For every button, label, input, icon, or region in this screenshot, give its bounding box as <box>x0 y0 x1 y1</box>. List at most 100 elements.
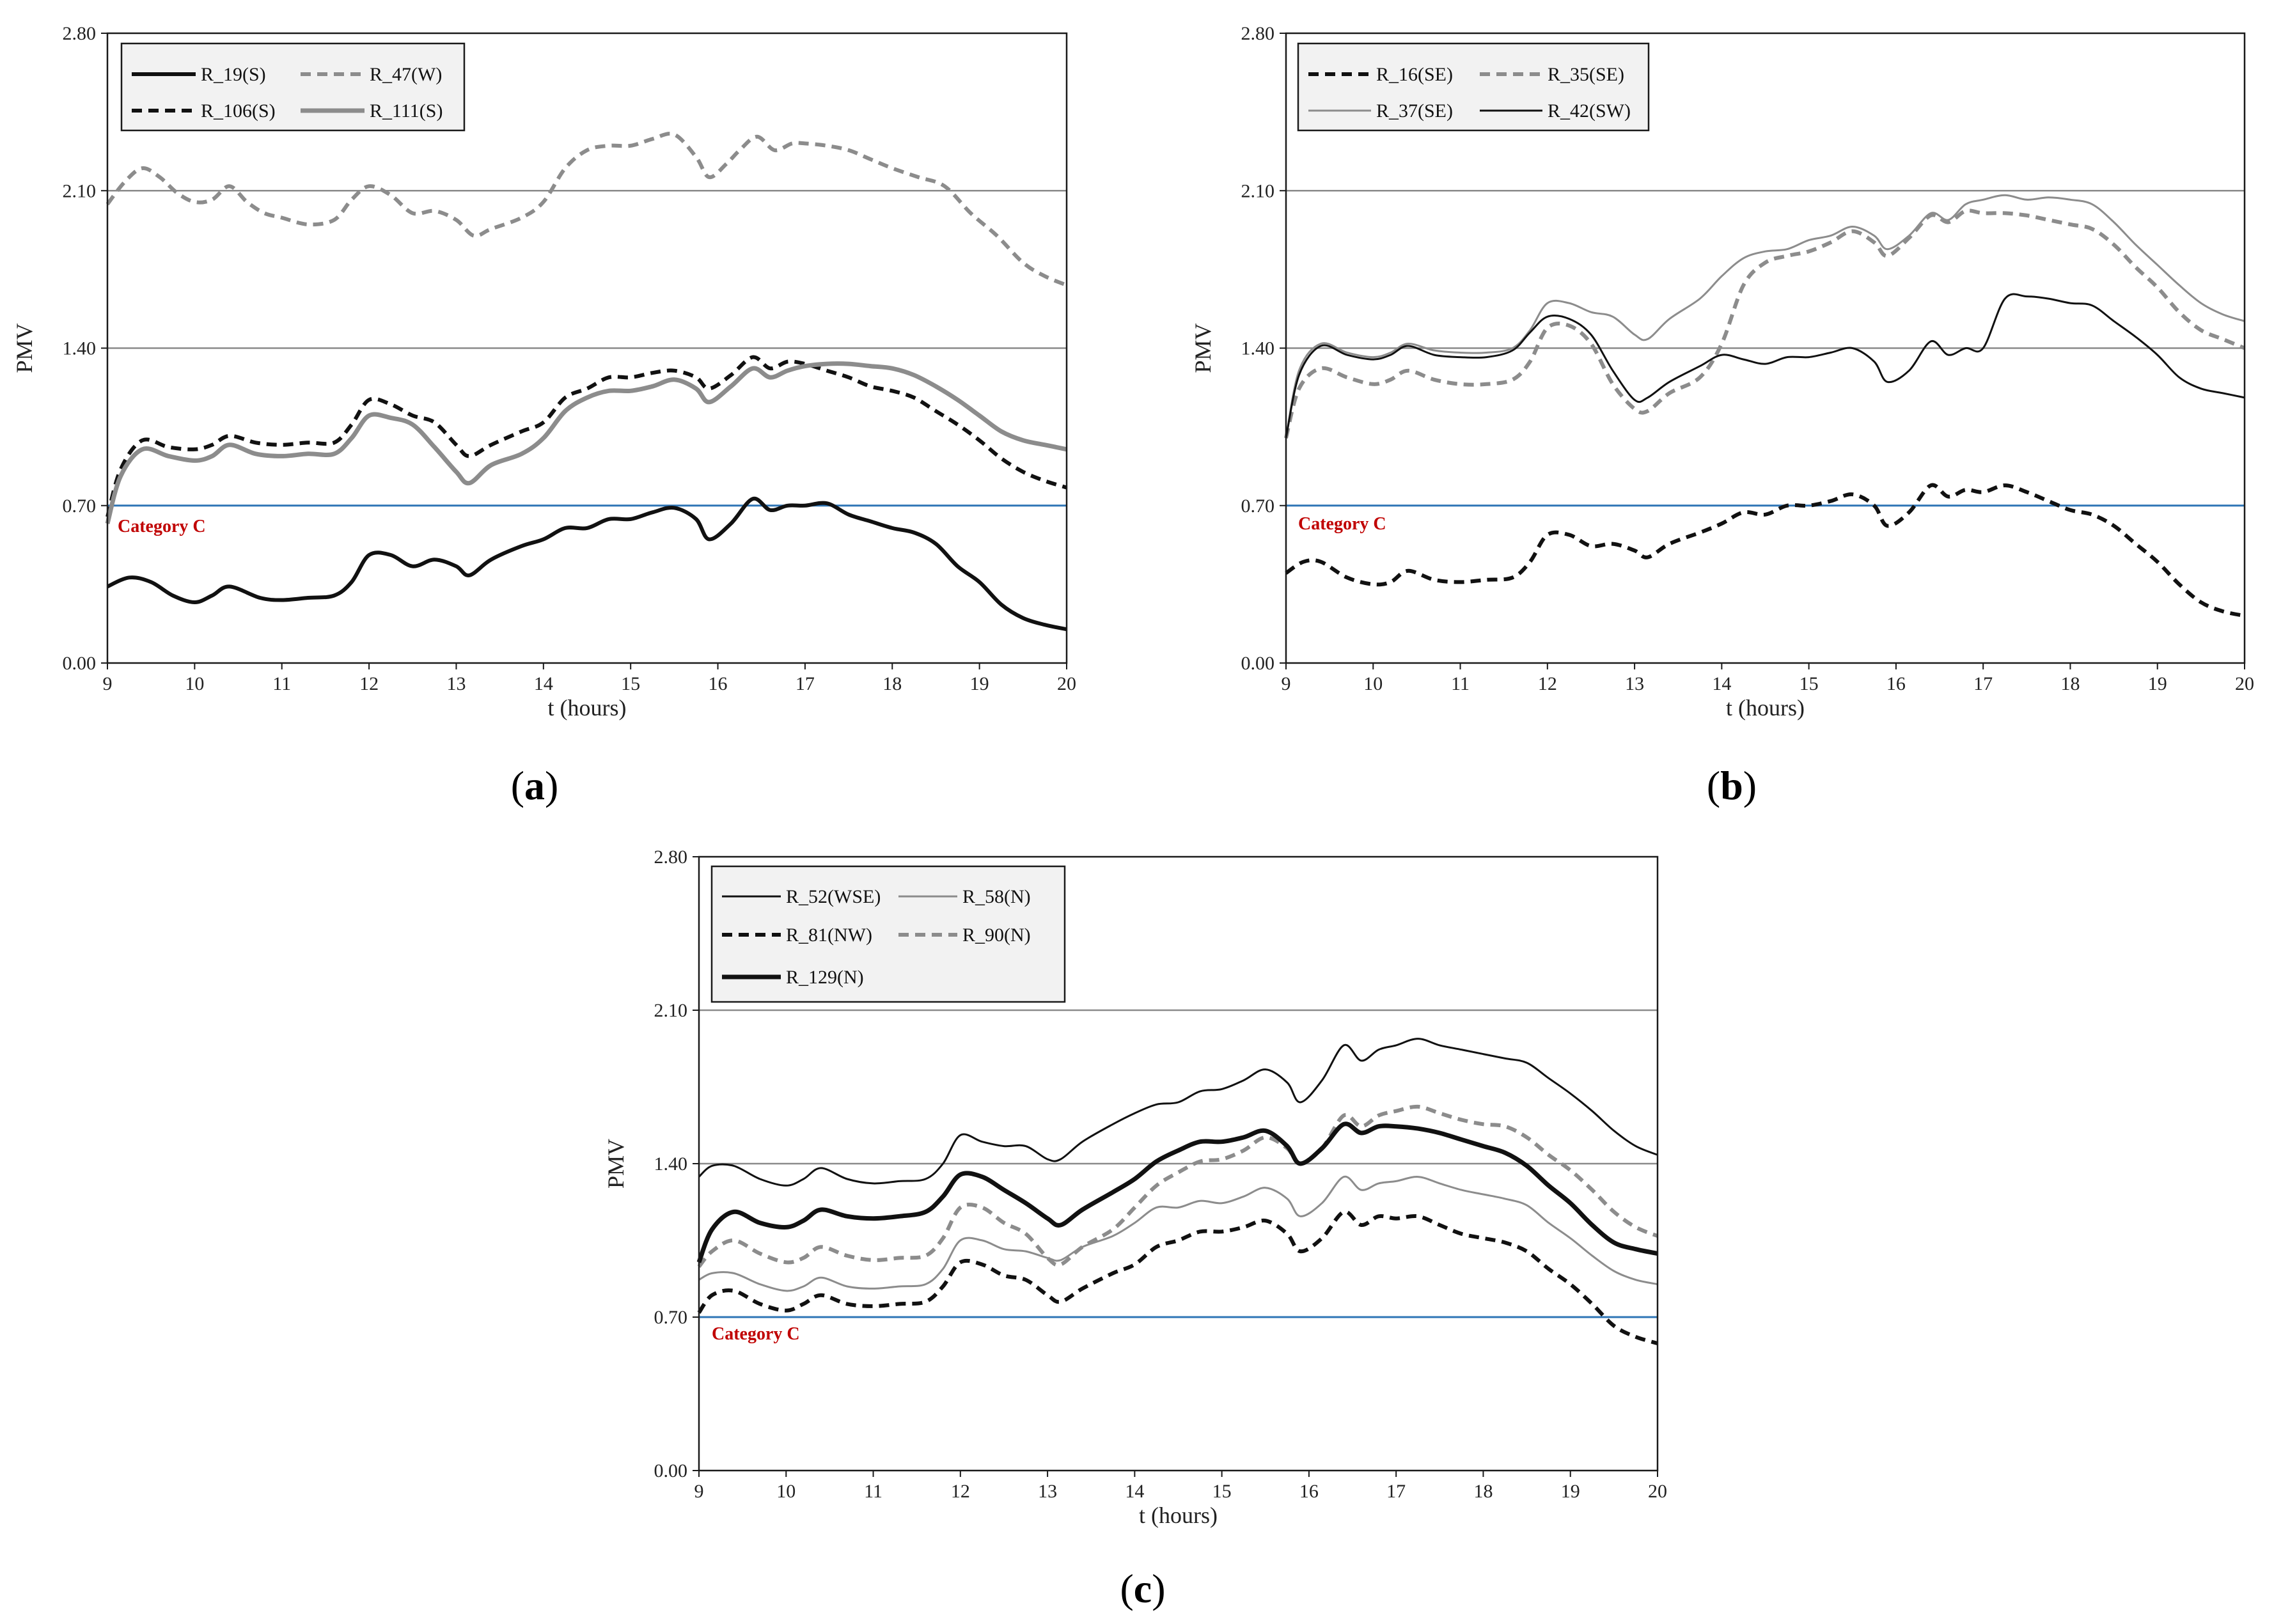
y-tick-label: 0.70 <box>654 1307 688 1328</box>
x-tick-label: 14 <box>1125 1481 1144 1502</box>
y-tick-label: 2.10 <box>63 180 97 201</box>
x-tick-label: 16 <box>709 673 728 694</box>
y-axis-label: PMV <box>12 323 37 373</box>
chart-panel-a: Category C 0.00 0.70 1.40 2.10 2.80 9 10 11 12 13 1… <box>12 23 1076 808</box>
x-tick-label: 13 <box>1625 673 1644 694</box>
panel-label: (b) <box>1707 763 1757 808</box>
x-tick-label: 11 <box>272 673 291 694</box>
y-axis-label: PMV <box>1190 323 1216 373</box>
series-line-r-111-s <box>105 361 1067 524</box>
x-tick-label: 11 <box>864 1481 882 1502</box>
series-line-r-129-n <box>696 1121 1658 1263</box>
legend-label: R_37(SE) <box>1376 100 1453 121</box>
series-line-r-58-n <box>698 1175 1658 1292</box>
y-tick-label: 0.00 <box>1241 653 1275 674</box>
x-tick-label: 13 <box>1038 1481 1057 1502</box>
x-tick-label: 12 <box>359 673 379 694</box>
chart-panel-c: Category C 0.00 0.70 1.40 2.10 2.80 9 10 11 12 13 1… <box>603 847 1667 1611</box>
series-line-r-42-sw <box>1285 293 2245 439</box>
series-line-r-52-wse <box>698 1038 1658 1187</box>
x-tick-label: 16 <box>1299 1481 1319 1502</box>
legend-label: R_111(S) <box>370 100 443 121</box>
series-line-r-47-w <box>106 132 1068 287</box>
x-tick-label: 15 <box>1212 1481 1232 1502</box>
series-line-r-35-se <box>1284 208 2246 439</box>
x-tick-label: 17 <box>1386 1481 1406 1502</box>
y-tick-label: 2.80 <box>1241 23 1275 44</box>
x-tick-label: 19 <box>970 673 989 694</box>
x-tick-label: 14 <box>534 673 553 694</box>
x-axis-label: t (hours) <box>548 695 627 721</box>
legend: R_16(SE) R_35(SE) R_37(SE) R_42(SW) <box>1297 42 1650 132</box>
x-tick-label: 9 <box>694 1481 704 1502</box>
x-tick-label: 9 <box>1282 673 1291 694</box>
y-tick-label: 2.80 <box>63 23 97 44</box>
y-tick-label: 0.70 <box>1241 496 1275 517</box>
series-line-r-81-nw <box>697 1210 1658 1345</box>
y-tick-label: 0.00 <box>654 1460 688 1481</box>
x-tick-label: 16 <box>1886 673 1906 694</box>
x-tick-label: 20 <box>1057 673 1076 694</box>
legend-label: R_35(SE) <box>1548 64 1624 85</box>
x-tick-label: 10 <box>185 673 204 694</box>
series-line-r-90-n <box>697 1104 1659 1269</box>
x-axis-label: t (hours) <box>1139 1503 1218 1528</box>
x-tick-label: 12 <box>951 1481 970 1502</box>
legend-label: R_106(S) <box>201 100 276 121</box>
category-c-label: Category C <box>1298 514 1386 534</box>
series-line-r-19-s <box>106 496 1067 632</box>
x-tick-label: 17 <box>1973 673 1993 694</box>
x-tick-label: 19 <box>2148 673 2167 694</box>
x-tick-label: 12 <box>1538 673 1557 694</box>
y-tick-label: 1.40 <box>63 338 97 359</box>
x-tick-label: 19 <box>1561 1481 1580 1502</box>
legend-label: R_58(N) <box>962 886 1031 907</box>
x-tick-label: 11 <box>1451 673 1470 694</box>
x-tick-label: 14 <box>1712 673 1731 694</box>
legend-label: R_16(SE) <box>1376 64 1453 85</box>
x-tick-label: 18 <box>1473 1481 1493 1502</box>
x-tick-label: 15 <box>1800 673 1819 694</box>
x-tick-label: 18 <box>882 673 902 694</box>
x-tick-label: 17 <box>796 673 815 694</box>
x-tick-label: 20 <box>2235 673 2254 694</box>
x-tick-label: 10 <box>776 1481 796 1502</box>
legend-label: R_47(W) <box>370 64 442 85</box>
y-tick-label: 2.10 <box>654 1000 688 1021</box>
category-c-label: Category C <box>118 517 206 536</box>
y-tick-label: 2.10 <box>1241 180 1275 201</box>
y-tick-label: 1.40 <box>1241 338 1275 359</box>
panel-letter: a <box>524 763 545 808</box>
legend-label: R_19(S) <box>201 64 266 85</box>
panel-label: (a) <box>511 763 559 808</box>
legend-label: R_52(WSE) <box>786 886 881 907</box>
panel-label: (c) <box>1120 1566 1165 1611</box>
y-tick-label: 0.70 <box>63 496 97 517</box>
y-tick-label: 2.80 <box>654 847 688 868</box>
panel-letter: c <box>1134 1566 1152 1611</box>
legend: R_52(WSE) R_58(N) R_81(NW) R_90(N) R_129(N) <box>710 865 1066 1003</box>
x-axis-label: t (hours) <box>1726 695 1805 721</box>
legend-label: R_90(N) <box>962 925 1031 946</box>
legend: R_19(S) R_47(W) R_106(S) R_111(S) <box>120 42 466 132</box>
x-tick-label: 10 <box>1363 673 1383 694</box>
panel-letter: b <box>1720 763 1743 808</box>
y-tick-label: 1.40 <box>654 1153 688 1175</box>
y-axis-label: PMV <box>603 1139 629 1189</box>
chart-panel-b: Category C 0.00 0.70 1.40 2.10 2.80 9 10 11 12 13 1… <box>1190 23 2254 808</box>
legend-label: R_42(SW) <box>1548 100 1631 121</box>
x-tick-label: 13 <box>446 673 466 694</box>
series-line-r-16-se <box>1285 483 2245 618</box>
legend-box <box>710 865 1066 1003</box>
legend-box <box>1297 42 1650 132</box>
x-tick-label: 9 <box>103 673 113 694</box>
y-tick-label: 0.00 <box>63 653 97 674</box>
series-line-r-37-se <box>1285 194 2245 439</box>
legend-label: R_81(NW) <box>786 925 872 946</box>
legend-label: R_129(N) <box>786 967 864 988</box>
x-tick-label: 18 <box>2060 673 2080 694</box>
x-tick-label: 15 <box>621 673 640 694</box>
category-c-label: Category C <box>712 1324 800 1344</box>
legend-box <box>120 42 466 132</box>
